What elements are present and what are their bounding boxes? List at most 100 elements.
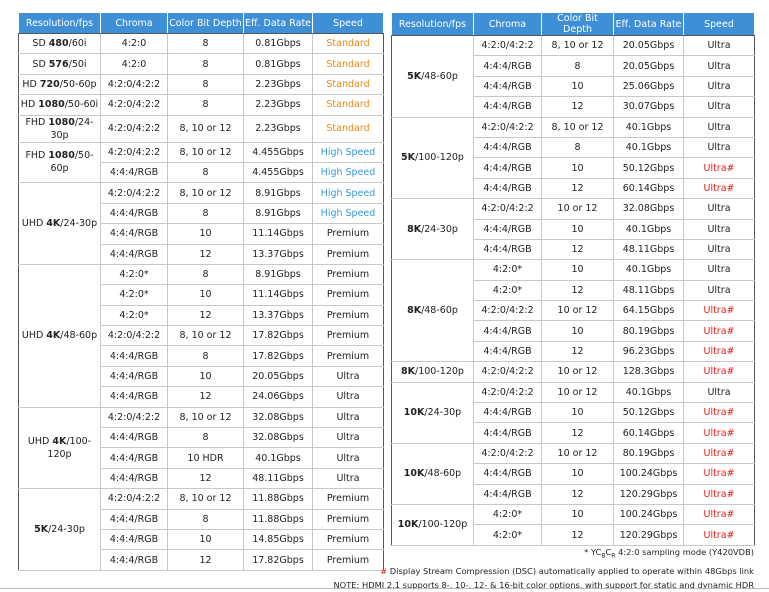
cell: 12 — [167, 386, 244, 408]
cell: 40.1Gbps — [613, 381, 684, 404]
resolution-cell: UHD 4K/100-120p — [18, 406, 101, 490]
resolution-part: 10K — [397, 519, 419, 531]
row: 4:4:4/RGB 12 48.11Gbps Ultra — [392, 238, 755, 261]
row: UHD 4K/100-120p 4:2:0/4:2:2 8, 10 or 12 32.… — [18, 406, 384, 490]
cell: 10 — [541, 157, 614, 179]
speed-cell: Ultra# — [683, 177, 755, 200]
cell: 10 or 12 — [541, 198, 614, 220]
cell: 4:2:0/4:2:2 — [100, 325, 168, 347]
resolution-cell: FHD 1080/24-30p — [18, 114, 101, 143]
cell: 4:4:4/RGB — [100, 365, 168, 388]
resolution-part: FHD — [25, 116, 49, 128]
header-cell: Speed — [312, 12, 384, 34]
speed-cell: Ultra# — [683, 402, 755, 424]
cell: 8.91Gbps — [243, 182, 313, 204]
cell: 12 — [541, 96, 614, 118]
resolution-part: 4K — [46, 218, 61, 230]
cell: 60.14Gbps — [613, 422, 684, 444]
row: SD 480/60i 4:2:0 8 0.81Gbps Standard — [18, 32, 384, 55]
resolution-part: 5K — [34, 523, 49, 535]
speed-cell: Ultra# — [683, 340, 755, 363]
resolution-part: 5K — [401, 152, 416, 164]
speed-cell: Ultra — [312, 447, 384, 469]
cell: 17.82Gbps — [243, 549, 313, 571]
row: 4:4:4/RGB 12 30.07Gbps Ultra — [392, 96, 755, 118]
row: 4:2:0/4:2:2 8, 10 or 12 17.82Gbps Premium — [19, 325, 384, 347]
speed-cell: Ultra — [683, 279, 755, 302]
row: 10K/24-30p 4:2:0/4:2:2 10 or 12 40.1Gbps Ult… — [391, 381, 755, 444]
group: 8K/24-30p 4:2:0/4:2:2 10 or 12 32.08Gbps Ult… — [391, 198, 755, 261]
cell: 4:2:0* — [473, 524, 542, 546]
row: HD 1080/50-60i 4:2:0/4:2:2 8 2.23Gbps Standa… — [18, 94, 384, 116]
cell: 4:4:4/RGB — [473, 483, 542, 505]
speed-cell: Ultra — [683, 96, 755, 118]
cell: 4:4:4/RGB — [100, 386, 168, 408]
cell: 12 — [541, 524, 614, 546]
cell: 4:2:0* — [100, 263, 168, 286]
resolution-part: 1080 — [38, 99, 65, 111]
speed-cell: Ultra — [683, 75, 755, 98]
group: UHD 4K/100-120p 4:2:0/4:2:2 8, 10 or 12 32.… — [18, 406, 384, 490]
cell: 8 — [167, 32, 244, 55]
header-cell: Color Bit Depth — [167, 12, 244, 34]
row: FHD 1080/50-60p 4:2:0/4:2:2 8, 10 or 12 4.4… — [18, 141, 384, 184]
cell: 8 — [167, 73, 244, 96]
row: 4:2:0* 10 11.14Gbps Premium — [19, 284, 384, 306]
resolution-cell: 10K/24-30p — [391, 381, 474, 444]
cell: 12 — [541, 238, 614, 261]
cell: 8, 10 or 12 — [167, 141, 244, 163]
group: UHD 4K/48-60p 4:2:0* 8 8.91Gbps Premium 4:2:0… — [18, 263, 384, 408]
resolution-part: /24-30p — [48, 523, 85, 535]
speed-cell: Ultra — [312, 427, 384, 449]
row: 4:4:4/RGB 10 50.12Gbps Ultra# — [392, 402, 755, 424]
cell: 10 — [167, 223, 244, 245]
header: Resolution/fps Chroma Color Bit Depth Eff. … — [391, 12, 755, 36]
footnote: NOTE: HDMI 2.1 supports 8-, 10-, 12- & 1… — [333, 578, 754, 592]
speed-cell: Standard — [312, 114, 384, 143]
cell: 10 — [167, 284, 244, 306]
cell: 40.1Gbps — [613, 218, 684, 240]
header-cell: Chroma — [100, 12, 168, 34]
cell: 13.37Gbps — [243, 304, 313, 327]
cell: 8 — [167, 53, 244, 75]
header-cell: Resolution/fps — [391, 12, 474, 36]
cell: 2.23Gbps — [243, 73, 313, 96]
speed-cell: Ultra — [312, 406, 384, 429]
row: 4:4:4/RGB 10 20.05Gbps Ultra — [19, 365, 384, 388]
row: 5K/24-30p 4:2:0/4:2:2 8, 10 or 12 11.88Gbps… — [18, 488, 384, 571]
cell: 128.3Gbps — [613, 361, 684, 383]
row: 8K/24-30p 4:2:0/4:2:2 10 or 12 32.08Gbps Ult… — [391, 198, 755, 261]
cell: 8, 10 or 12 — [167, 114, 244, 143]
speed-cell: High Speed — [312, 202, 384, 225]
footnote-part: 4:2:0 sampling mode (Y420VDB) — [615, 547, 754, 557]
cell: 8, 10 or 12 — [167, 325, 244, 347]
row: 4:4:4/RGB 12 13.37Gbps Premium — [19, 243, 384, 265]
group: SD 480/60i 4:2:0 8 0.81Gbps Standard — [18, 32, 384, 55]
cell: 4:4:4/RGB — [473, 320, 542, 342]
cell: 17.82Gbps — [243, 345, 313, 367]
cell: 4:4:4/RGB — [473, 238, 542, 261]
row: 8K/48-60p 4:2:0* 10 40.1Gbps Ultra — [391, 259, 755, 363]
header-cell: Eff. Data Rate — [243, 12, 313, 34]
row: 4:2:0* 12 120.29Gbps Ultra# — [392, 524, 755, 546]
resolution-part: 10K — [403, 407, 425, 419]
cell: 4:2:0/4:2:2 — [473, 34, 542, 57]
resolution-part: SD — [32, 58, 49, 70]
cell: 60.14Gbps — [613, 177, 684, 200]
row: 4:4:4/RGB 12 60.14Gbps Ultra# — [392, 422, 755, 444]
cell: 4:4:4/RGB — [100, 549, 168, 571]
footnotes: * YCBCR 4:2:0 sampling mode (Y420VDB) # D… — [333, 545, 754, 592]
resolution-cell: 5K/100-120p — [391, 116, 474, 200]
cell: 20.05Gbps — [613, 34, 684, 57]
resolution-cell: SD 576/50i — [18, 53, 101, 75]
cell: 120.29Gbps — [613, 524, 684, 546]
group: 5K/24-30p 4:2:0/4:2:2 8, 10 or 12 11.88Gbps… — [18, 488, 384, 571]
resolution-cell: 5K/24-30p — [18, 488, 101, 571]
resolution-part: /24-30p — [424, 407, 462, 419]
speed-cell: Ultra# — [683, 463, 755, 485]
speed-cell: Premium — [312, 345, 384, 367]
resolution-cell: UHD 4K/48-60p — [18, 263, 101, 408]
header-cell: Chroma — [473, 12, 542, 36]
cell: 25.06Gbps — [613, 75, 684, 98]
cell: 4:2:0/4:2:2 — [473, 300, 542, 322]
